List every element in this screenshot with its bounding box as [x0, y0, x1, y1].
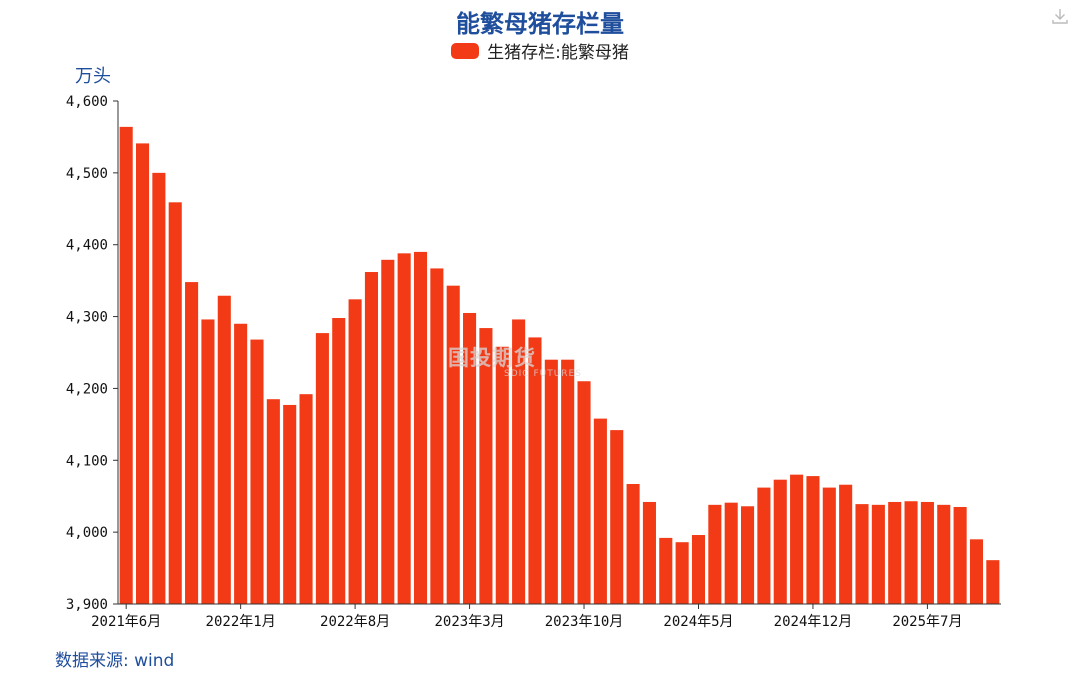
bar [234, 323, 248, 604]
bar [299, 394, 313, 604]
bar [315, 333, 329, 604]
bar [168, 202, 182, 604]
x-tick-label: 2022年8月 [320, 614, 390, 630]
bar [855, 504, 869, 604]
bar [528, 337, 542, 604]
bar [953, 506, 967, 604]
bar [969, 539, 984, 604]
bar [822, 487, 836, 604]
bar [610, 430, 624, 604]
bar [152, 172, 166, 604]
download-icon[interactable] [1050, 6, 1070, 26]
bar [741, 506, 755, 604]
y-axis-unit-label: 万头 [75, 66, 111, 87]
chart-title: 能繁母猪存栏量 [456, 10, 624, 38]
bar [250, 339, 264, 604]
bar [413, 251, 428, 604]
bar [397, 253, 411, 604]
bar [757, 487, 771, 604]
y-tick-label: 4,100 [66, 453, 108, 469]
bar [185, 282, 199, 604]
bar [708, 504, 722, 604]
bar [888, 501, 902, 604]
bar [593, 418, 607, 604]
bar [577, 381, 591, 604]
legend-label: 生猪存栏:能繁母猪 [487, 43, 629, 63]
y-tick-label: 4,300 [66, 310, 108, 326]
bar [626, 483, 640, 604]
x-tick-label: 2021年6月 [91, 614, 161, 630]
bar [446, 285, 460, 604]
x-tick-label: 2022年1月 [206, 614, 276, 630]
bar [904, 501, 918, 604]
bar [495, 346, 509, 604]
bar [871, 504, 885, 604]
bar [691, 535, 706, 604]
source-label: 数据来源: wind [55, 651, 175, 671]
y-tick-label: 3,900 [66, 597, 108, 613]
legend-swatch [451, 42, 480, 59]
bar [806, 476, 820, 604]
bar [642, 501, 656, 604]
bar [332, 318, 346, 604]
x-tick-label: 2024年5月 [663, 614, 733, 630]
bar [544, 359, 558, 604]
bar [364, 272, 378, 604]
bar [119, 126, 133, 605]
bar [773, 479, 787, 604]
bar [675, 542, 689, 604]
bar [430, 268, 444, 604]
bar [986, 560, 1000, 604]
legend[interactable]: 生猪存栏:能繁母猪 [0, 38, 1080, 63]
bar [479, 328, 493, 604]
y-tick-label: 4,200 [66, 381, 108, 397]
bar [463, 312, 477, 604]
bar [283, 404, 297, 604]
bar [920, 501, 934, 604]
y-tick-label: 4,600 [66, 94, 108, 110]
bar [266, 399, 280, 604]
x-tick-label: 2025年7月 [892, 614, 962, 630]
y-tick-label: 4,500 [66, 166, 108, 182]
bar [724, 502, 738, 604]
x-tick-label: 2023年3月 [434, 614, 504, 630]
bar [135, 143, 150, 604]
bar [217, 295, 231, 604]
bar [348, 299, 362, 604]
bar [381, 259, 395, 604]
bar [561, 359, 575, 604]
bar [790, 474, 804, 604]
bar [937, 504, 951, 604]
y-tick-label: 4,400 [66, 238, 108, 254]
x-tick-label: 2023年10月 [545, 614, 624, 630]
bar [201, 319, 215, 604]
bar [512, 319, 526, 604]
x-tick-label: 2024年12月 [774, 614, 853, 630]
bar [659, 537, 673, 604]
y-tick-label: 4,000 [66, 525, 108, 541]
bar [839, 484, 853, 604]
